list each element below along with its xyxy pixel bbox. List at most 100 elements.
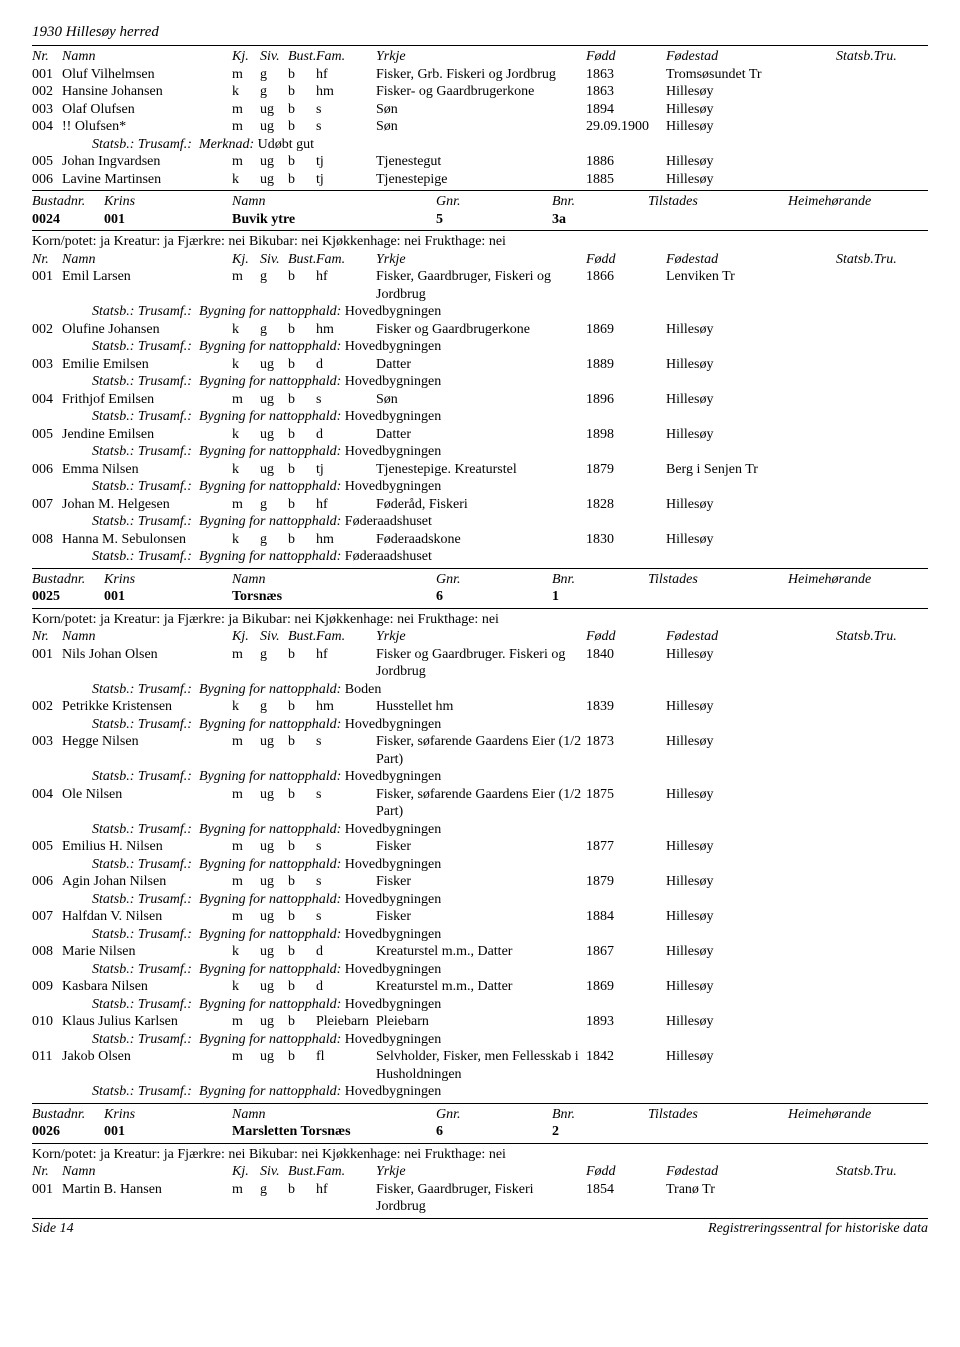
cell-fodd: 1884 [586,908,666,926]
cell-kj: m [232,1181,260,1199]
cell-kj: m [232,838,260,856]
bygning-value: Føderaadshuset [345,548,432,566]
korn-line: Korn/potet: ja Kreatur: ja Fjærkre: ja B… [32,611,928,629]
cell-yrkje: Pleiebarn [376,1013,586,1031]
cell-yrkje: Kreaturstel m.m., Datter [376,943,586,961]
cell-namn: Olufine Johansen [62,321,232,339]
page-footer: Side 14 Registreringssentral for histori… [32,1221,928,1237]
bygning-label: Bygning for nattopphald: [199,443,341,461]
cell-nr: 003 [32,356,62,374]
cell-kj: m [232,66,260,84]
cell-fstad: Hillesøy [666,118,836,136]
merknad-label: Merknad: [199,136,254,154]
bygning-label: Bygning for nattopphald: [199,478,341,496]
cell-namn: Martin B. Hansen [62,1181,232,1199]
person-row: 001Oluf VilhelmsenmgbhfFisker, Grb. Fisk… [32,66,928,84]
cell-bust: b [288,1013,316,1031]
cell-fstad: Hillesøy [666,531,836,549]
cell-fam: Pleiebarn [316,1013,376,1031]
cell-siv: ug [260,153,288,171]
cell-kj: m [232,101,260,119]
cell-bust: b [288,646,316,664]
cell-kj: m [232,1048,260,1066]
person-header-row: Nr. Namn Kj. Siv. Bust. Fam. Yrkje Fødd … [32,1163,928,1181]
cell-fam: s [316,838,376,856]
cell-fstad: Hillesøy [666,698,836,716]
cell-namn: Olaf Olufsen [62,101,232,119]
cell-yrkje: Tjenestepige [376,171,586,189]
bygning-row: Statsb.: Trusamf.: Bygning for nattoppha… [32,681,928,699]
cell-namn: Lavine Martinsen [62,171,232,189]
cell-fstad: Hillesøy [666,171,836,189]
footer-left: Side 14 [32,1221,74,1237]
cell-siv: g [260,646,288,664]
bygning-row: Statsb.: Trusamf.: Bygning for nattoppha… [32,926,928,944]
cell-fodd: 1854 [586,1181,666,1199]
cell-bust: b [288,733,316,751]
cell-fodd: 1879 [586,873,666,891]
statsb-label: Statsb.: Trusamf.: [92,716,192,734]
cell-bust: b [288,943,316,961]
cell-kj: m [232,908,260,926]
cell-yrkje: Datter [376,356,586,374]
cell-nr: 007 [32,496,62,514]
bd-krins: 001 [104,211,232,229]
cell-nr: 005 [32,838,62,856]
cell-nr: 006 [32,873,62,891]
cell-fam: hf [316,646,376,664]
hdr-fam: Fam. [316,48,376,66]
person-row: 004Ole NilsenmugbsFisker, søfarende Gaar… [32,786,928,821]
cell-kj: k [232,83,260,101]
cell-fstad: Hillesøy [666,496,836,514]
cell-fodd: 1828 [586,496,666,514]
bygning-label: Bygning for nattopphald: [199,513,341,531]
cell-yrkje: Selvholder, Fisker, men Fellesskab i Hus… [376,1048,586,1083]
statsb-label: Statsb.: Trusamf.: [92,373,192,391]
cell-yrkje: Datter [376,426,586,444]
statsb-label: Statsb.: Trusamf.: [92,926,192,944]
cell-fstad: Hillesøy [666,1013,836,1031]
cell-fstad: Tromsøsundet Tr [666,66,836,84]
korn-line: Korn/potet: ja Kreatur: ja Fjærkre: nei … [32,233,928,251]
bygning-value: Hovedbygningen [345,768,441,786]
cell-kj: m [232,646,260,664]
cell-fodd: 1867 [586,943,666,961]
korn-line: Korn/potet: ja Kreatur: ja Fjærkre: nei … [32,1146,928,1164]
cell-fodd: 1896 [586,391,666,409]
cell-fam: d [316,356,376,374]
divider [32,45,928,46]
cell-siv: ug [260,1013,288,1031]
cell-namn: Emil Larsen [62,268,232,286]
person-row: 003Hegge NilsenmugbsFisker, søfarende Ga… [32,733,928,768]
person-row: 001Nils Johan OlsenmgbhfFisker og Gaardb… [32,646,928,681]
cell-kj: k [232,943,260,961]
statsb-label: Statsb.: Trusamf.: [92,891,192,909]
bygning-value: Hovedbygningen [345,303,441,321]
cell-fam: hm [316,321,376,339]
cell-kj: k [232,461,260,479]
hdr-nr: Nr. [32,48,62,66]
bygning-label: Bygning for nattopphald: [199,961,341,979]
cell-namn: Hansine Johansen [62,83,232,101]
person-row: 003Olaf OlufsenmugbsSøn1894Hillesøy [32,101,928,119]
bygning-row: Statsb.: Trusamf.: Bygning for nattoppha… [32,478,928,496]
person-row: 005Johan IngvardsenmugbtjTjenestegut1886… [32,153,928,171]
cell-namn: Frithjof Emilsen [62,391,232,409]
bh-til: Tilstades [648,193,788,211]
cell-siv: g [260,531,288,549]
cell-fodd: 1863 [586,66,666,84]
cell-bust: b [288,698,316,716]
statsb-label: Statsb.: Trusamf.: [92,856,192,874]
cell-yrkje: Søn [376,118,586,136]
cell-yrkje: Tjenestepige. Kreaturstel [376,461,586,479]
cell-siv: ug [260,118,288,136]
cell-fstad: Hillesøy [666,153,836,171]
cell-fam: hf [316,268,376,286]
bh-namn: Namn [232,193,436,211]
cell-siv: ug [260,908,288,926]
bygning-label: Bygning for nattopphald: [199,548,341,566]
cell-siv: ug [260,943,288,961]
cell-yrkje: Husstellet hm [376,698,586,716]
bygning-value: Hovedbygningen [345,338,441,356]
page-title: 1930 Hillesøy herred [32,24,928,41]
